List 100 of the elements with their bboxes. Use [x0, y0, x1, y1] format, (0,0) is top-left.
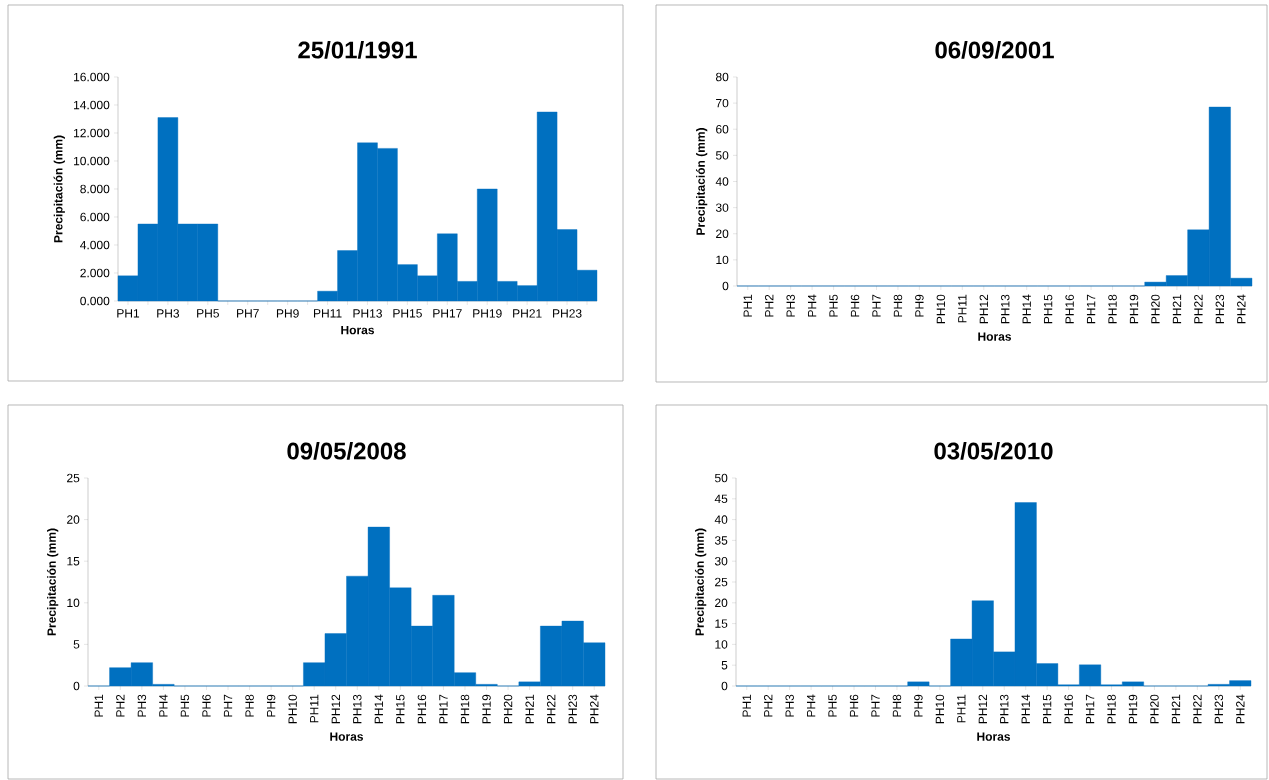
x-tick-label: PH11 [310, 694, 319, 723]
y-tick-label: 40 [715, 177, 729, 186]
x-tick-label: PH15 [1043, 294, 1053, 324]
y-tick-label: 20 [67, 515, 80, 524]
x-tick-label: PH8 [893, 294, 903, 317]
x-tick-label: PH3 [786, 294, 795, 317]
x-tick-label: PH20 [1150, 694, 1159, 724]
y-tick-label: 20 [715, 598, 728, 608]
x-tick-label: PH3 [137, 694, 147, 717]
x-tick-label: PH20 [1151, 294, 1160, 324]
y-tick-label: 25 [715, 577, 728, 587]
y-axis-title: Precipitación (mm) [53, 135, 65, 243]
y-tick-label: 10 [716, 255, 729, 265]
x-tick-label: PH7 [223, 694, 233, 717]
y-tick-label: 10.000 [74, 156, 110, 166]
x-axis-title: Horas [341, 325, 375, 335]
x-tick-label: PH6 [849, 694, 859, 717]
y-tick-label: 50 [714, 473, 728, 483]
x-tick-label: PH11 [958, 294, 967, 323]
x-tick-label: PH8 [892, 694, 902, 717]
x-tick-label: PH16 [1065, 294, 1074, 324]
x-tick-label: PH5 [828, 694, 837, 717]
x-tick-label: PH17 [439, 694, 448, 724]
x-tick-label: PH4 [807, 294, 817, 317]
x-tick-label: PH19 [1129, 294, 1139, 324]
x-tick-label: PH4 [806, 694, 816, 717]
x-tick-label: PH3 [157, 309, 180, 318]
x-tick-label: PH19 [1128, 694, 1138, 724]
y-tick-label: 35 [714, 536, 728, 545]
x-tick-label: PH21 [525, 694, 534, 724]
x-tick-label: PH23 [1214, 694, 1224, 724]
x-tick-label: PH22 [1194, 294, 1203, 324]
x-tick-label: PH2 [765, 294, 774, 317]
y-tick-label: 10 [715, 640, 728, 649]
y-tick-label: 14.000 [74, 100, 110, 110]
y-tick-label: 0 [73, 681, 80, 691]
x-tick-label: PH18 [1107, 694, 1116, 724]
x-tick-label: PH14 [1021, 694, 1030, 724]
x-tick-label: PH13 [999, 694, 1009, 724]
x-tick-label: PH11 [957, 694, 966, 723]
y-axis-title: Precipitación (mm) [46, 528, 59, 636]
x-tick-label: PH20 [503, 694, 513, 724]
y-tick-label: 15 [715, 619, 728, 628]
x-tick-label: PH17 [1085, 694, 1095, 724]
y-tick-label: 5 [721, 661, 728, 670]
x-tick-label: PH10 [936, 294, 946, 324]
x-tick-label: PH2 [116, 694, 125, 717]
x-tick-label: PH13 [353, 309, 382, 318]
x-tick-label: PH23 [553, 309, 582, 318]
x-tick-label: PH9 [266, 694, 276, 717]
chart-title: 09/05/2008 [287, 441, 406, 460]
y-tick-label: 15 [67, 557, 80, 566]
x-tick-label: PH24 [1237, 294, 1246, 324]
x-tick-label: PH14 [374, 694, 383, 724]
x-tick-label: PH18 [460, 694, 470, 724]
y-tick-label: 0.000 [80, 296, 110, 306]
x-tick-label: PH15 [1042, 694, 1052, 724]
y-tick-label: 10 [67, 598, 80, 608]
x-tick-label: PH12 [978, 694, 987, 724]
y-tick-label: 45 [714, 494, 728, 503]
x-tick-label: PH9 [914, 694, 923, 717]
x-tick-label: PH1 [742, 694, 751, 717]
y-tick-label: 40 [714, 515, 728, 524]
x-tick-label: PH19 [473, 309, 502, 318]
chart-title: 06/09/2001 [935, 40, 1054, 59]
x-tick-label: PH13 [353, 694, 362, 724]
x-tick-label: PH16 [417, 694, 427, 724]
x-tick-label: PH23 [1215, 294, 1225, 324]
x-tick-label: PH5 [180, 694, 190, 717]
y-tick-label: 0 [721, 681, 728, 691]
x-tick-label: PH9 [276, 309, 299, 318]
chart-title: 25/01/1991 [298, 40, 417, 59]
x-tick-label: PH10 [935, 694, 945, 724]
x-tick-label: PH23 [568, 694, 577, 724]
y-axis-title: Precipitación (mm) [695, 128, 708, 235]
x-tick-label: PH12 [331, 694, 340, 724]
x-tick-label: PH24 [590, 694, 599, 724]
y-tick-label: 4.000 [80, 240, 110, 250]
x-tick-label: PH1 [743, 294, 752, 317]
x-tick-label: PH22 [546, 694, 556, 724]
x-tick-label: PH1 [94, 694, 103, 717]
x-tick-label: PH2 [764, 694, 773, 717]
x-axis-title: Horas [977, 732, 1011, 741]
y-tick-label: 8.000 [80, 184, 110, 194]
y-tick-label: 80 [715, 72, 729, 82]
y-tick-label: 6.000 [80, 212, 110, 222]
x-tick-label: PH4 [159, 694, 168, 717]
y-tick-label: 30 [714, 556, 728, 566]
x-tick-label: PH21 [1171, 694, 1181, 724]
x-tick-label: PH1 [117, 309, 140, 318]
x-tick-label: PH9 [915, 294, 924, 317]
y-tick-label: 0 [722, 281, 729, 291]
y-tick-label: 60 [716, 125, 729, 134]
x-tick-label: PH21 [513, 309, 542, 318]
x-tick-label: PH22 [1193, 694, 1202, 724]
x-tick-label: PH10 [288, 694, 297, 724]
x-tick-label: PH3 [785, 694, 794, 717]
x-tick-label: PH14 [1022, 294, 1031, 324]
chart-title: 03/05/2010 [934, 441, 1053, 460]
y-tick-label: 5 [73, 640, 80, 649]
